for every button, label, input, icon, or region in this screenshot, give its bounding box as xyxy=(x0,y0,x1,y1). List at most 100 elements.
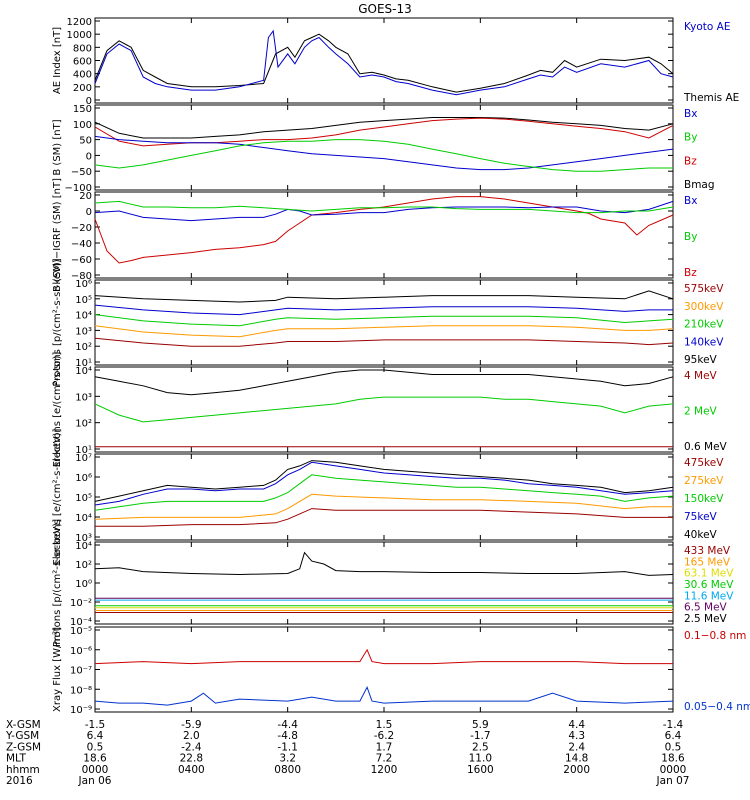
y-tick-label: −80 xyxy=(71,271,92,282)
legend-entry: 275keV xyxy=(684,475,724,487)
y-tick-label: 10⁴ xyxy=(75,366,92,377)
legend-entry: 210keV xyxy=(684,319,724,331)
x-axis-row-label: 2016 xyxy=(6,775,33,787)
x-axis-value: 6.4 xyxy=(87,730,104,742)
x-axis-value: -1.1 xyxy=(277,741,298,753)
series-line-475kev xyxy=(95,508,673,527)
x-axis-value: 1200 xyxy=(371,764,398,776)
x-axis-value: -2.4 xyxy=(181,741,202,753)
y-tick-label: 50 xyxy=(79,136,92,147)
legend-entry: Bx xyxy=(684,195,697,207)
panel-frame xyxy=(94,626,674,713)
legend-entry: Bmag xyxy=(684,179,715,191)
y-tick-label: 10² xyxy=(75,419,92,430)
x-axis-row-label: Y-GSM xyxy=(5,730,39,742)
series-line-bx xyxy=(94,135,674,171)
legend-entry: 4 MeV xyxy=(684,370,718,382)
legend-entry: 433 MeV xyxy=(684,545,731,557)
x-axis-value: 0800 xyxy=(274,764,301,776)
y-axis-label: Protons [p/(cm²-s-sr-keV)] xyxy=(52,519,63,647)
y-tick-label: −40 xyxy=(71,239,92,250)
y-tick-label: 10⁻⁹ xyxy=(70,705,92,716)
x-axis-value: 2.0 xyxy=(183,730,200,742)
y-tick-label: 200 xyxy=(73,83,92,94)
x-axis-value: 2.4 xyxy=(568,741,585,753)
y-tick-label: −50 xyxy=(71,167,92,178)
series-line-75kev xyxy=(94,461,674,506)
x-axis-value: Jan 06 xyxy=(78,775,112,787)
series-line-2-mev xyxy=(94,396,674,423)
y-tick-label: 10² xyxy=(75,342,92,353)
series-line-0-1-0-8-nm xyxy=(94,648,673,665)
x-axis-value: Jan 07 xyxy=(656,775,690,787)
legend-entry: Bz xyxy=(684,155,697,167)
legend-entry: 75keV xyxy=(684,511,718,523)
panel-3: 20 0 −20 −40 −60 −80 B (SM)−IGRF (SM) [nT] Bx By… xyxy=(52,178,697,292)
y-tick-label: 10⁻⁴ xyxy=(70,617,92,628)
legend-entry: 0.1−0.8 nm xyxy=(684,630,746,642)
y-tick-label: 10⁴ xyxy=(75,311,92,322)
panel-8: 10⁻⁵ 10⁻⁶ 10⁻⁷ 10⁻⁸ 10⁻⁹ Xray Flux [W/m²] 0.1−… xyxy=(52,626,750,716)
y-tick-label: 10² xyxy=(75,560,92,571)
x-axis-value: 1.5 xyxy=(376,719,393,731)
legend-entry: 6.5 MeV xyxy=(684,602,728,614)
y-tick-label: 400 xyxy=(73,70,92,81)
x-axis-value: 6.4 xyxy=(665,730,682,742)
series-line-575kev xyxy=(94,337,674,347)
series-line-140kev xyxy=(94,304,673,316)
panel-frame xyxy=(94,191,674,279)
y-tick-label: 10⁻² xyxy=(70,598,92,609)
y-tick-label: 10⁴ xyxy=(75,541,92,552)
panel-7: 10⁴ 10² 10⁰ 10⁻² 10⁻⁴ Protons [p/(cm²-s-sr-ke… xyxy=(52,519,734,647)
series-line-95kev xyxy=(94,290,674,303)
y-tick-label: 10⁴ xyxy=(75,513,92,524)
y-tick-label: 0 xyxy=(86,96,92,107)
x-axis-value: 0.5 xyxy=(87,741,104,753)
series-line-bmag xyxy=(94,117,674,139)
y-tick-label: 600 xyxy=(73,57,92,68)
legend-entry: 63.1 MeV xyxy=(684,568,734,580)
y-tick-label: 800 xyxy=(73,43,92,54)
x-axis-value: 0.5 xyxy=(665,741,682,753)
series-line-bz xyxy=(94,196,674,264)
legend-entry: 30.6 MeV xyxy=(684,579,734,591)
legend-entry: 40keV xyxy=(684,529,718,541)
y-axis-label: Electrons [e/(cm²-s-sr-keV)] xyxy=(52,428,63,565)
y-tick-label: 100 xyxy=(73,120,92,131)
x-axis-value: 1600 xyxy=(467,764,494,776)
x-axis-row-label: MLT xyxy=(6,753,26,765)
y-tick-label: 10⁵ xyxy=(75,493,92,504)
x-axis-value: -5.9 xyxy=(181,719,202,731)
legend-entry: By xyxy=(684,231,697,243)
series-line-by xyxy=(94,200,674,214)
legend-entry: 575keV xyxy=(684,283,724,295)
panel-frame xyxy=(94,453,674,541)
chart-title: GOES-13 xyxy=(358,2,412,16)
panel-frame xyxy=(94,541,674,625)
legend-entry: 475keV xyxy=(684,457,724,469)
x-axis-row-label: Z-GSM xyxy=(6,741,41,753)
legend-entry: 300keV xyxy=(684,301,724,313)
y-tick-label: 150 xyxy=(73,104,92,115)
legend-entry: Kyoto AE xyxy=(684,21,730,33)
y-tick-label: 10⁶ xyxy=(75,473,92,484)
legend-entry: Bz xyxy=(684,267,697,279)
x-axis-value: -4.4 xyxy=(277,719,298,731)
series-line-0-6-mev xyxy=(94,369,674,396)
y-axis-label: Electrons [e/(cm²-s-sr)] xyxy=(52,352,63,468)
series-line-300kev xyxy=(94,325,674,338)
y-tick-label: −100 xyxy=(65,183,92,194)
x-axis-value: 0000 xyxy=(660,764,687,776)
panel-5: 10⁴ 10³ 10² 10¹ Electrons [e/(cm²-s-sr)] 4 Me… xyxy=(52,352,728,468)
x-axis-value: 18.6 xyxy=(661,753,685,765)
y-tick-label: 0 xyxy=(86,207,92,218)
legend-entry: By xyxy=(684,132,697,144)
series-line-210kev xyxy=(94,314,674,327)
x-axis-value: 2.5 xyxy=(472,741,489,753)
x-axis-value: 3.2 xyxy=(279,753,296,765)
x-axis-value: -4.8 xyxy=(277,730,298,742)
legend-entry: Themis AE xyxy=(683,92,739,104)
x-axis-row-label: X-GSM xyxy=(6,719,41,731)
